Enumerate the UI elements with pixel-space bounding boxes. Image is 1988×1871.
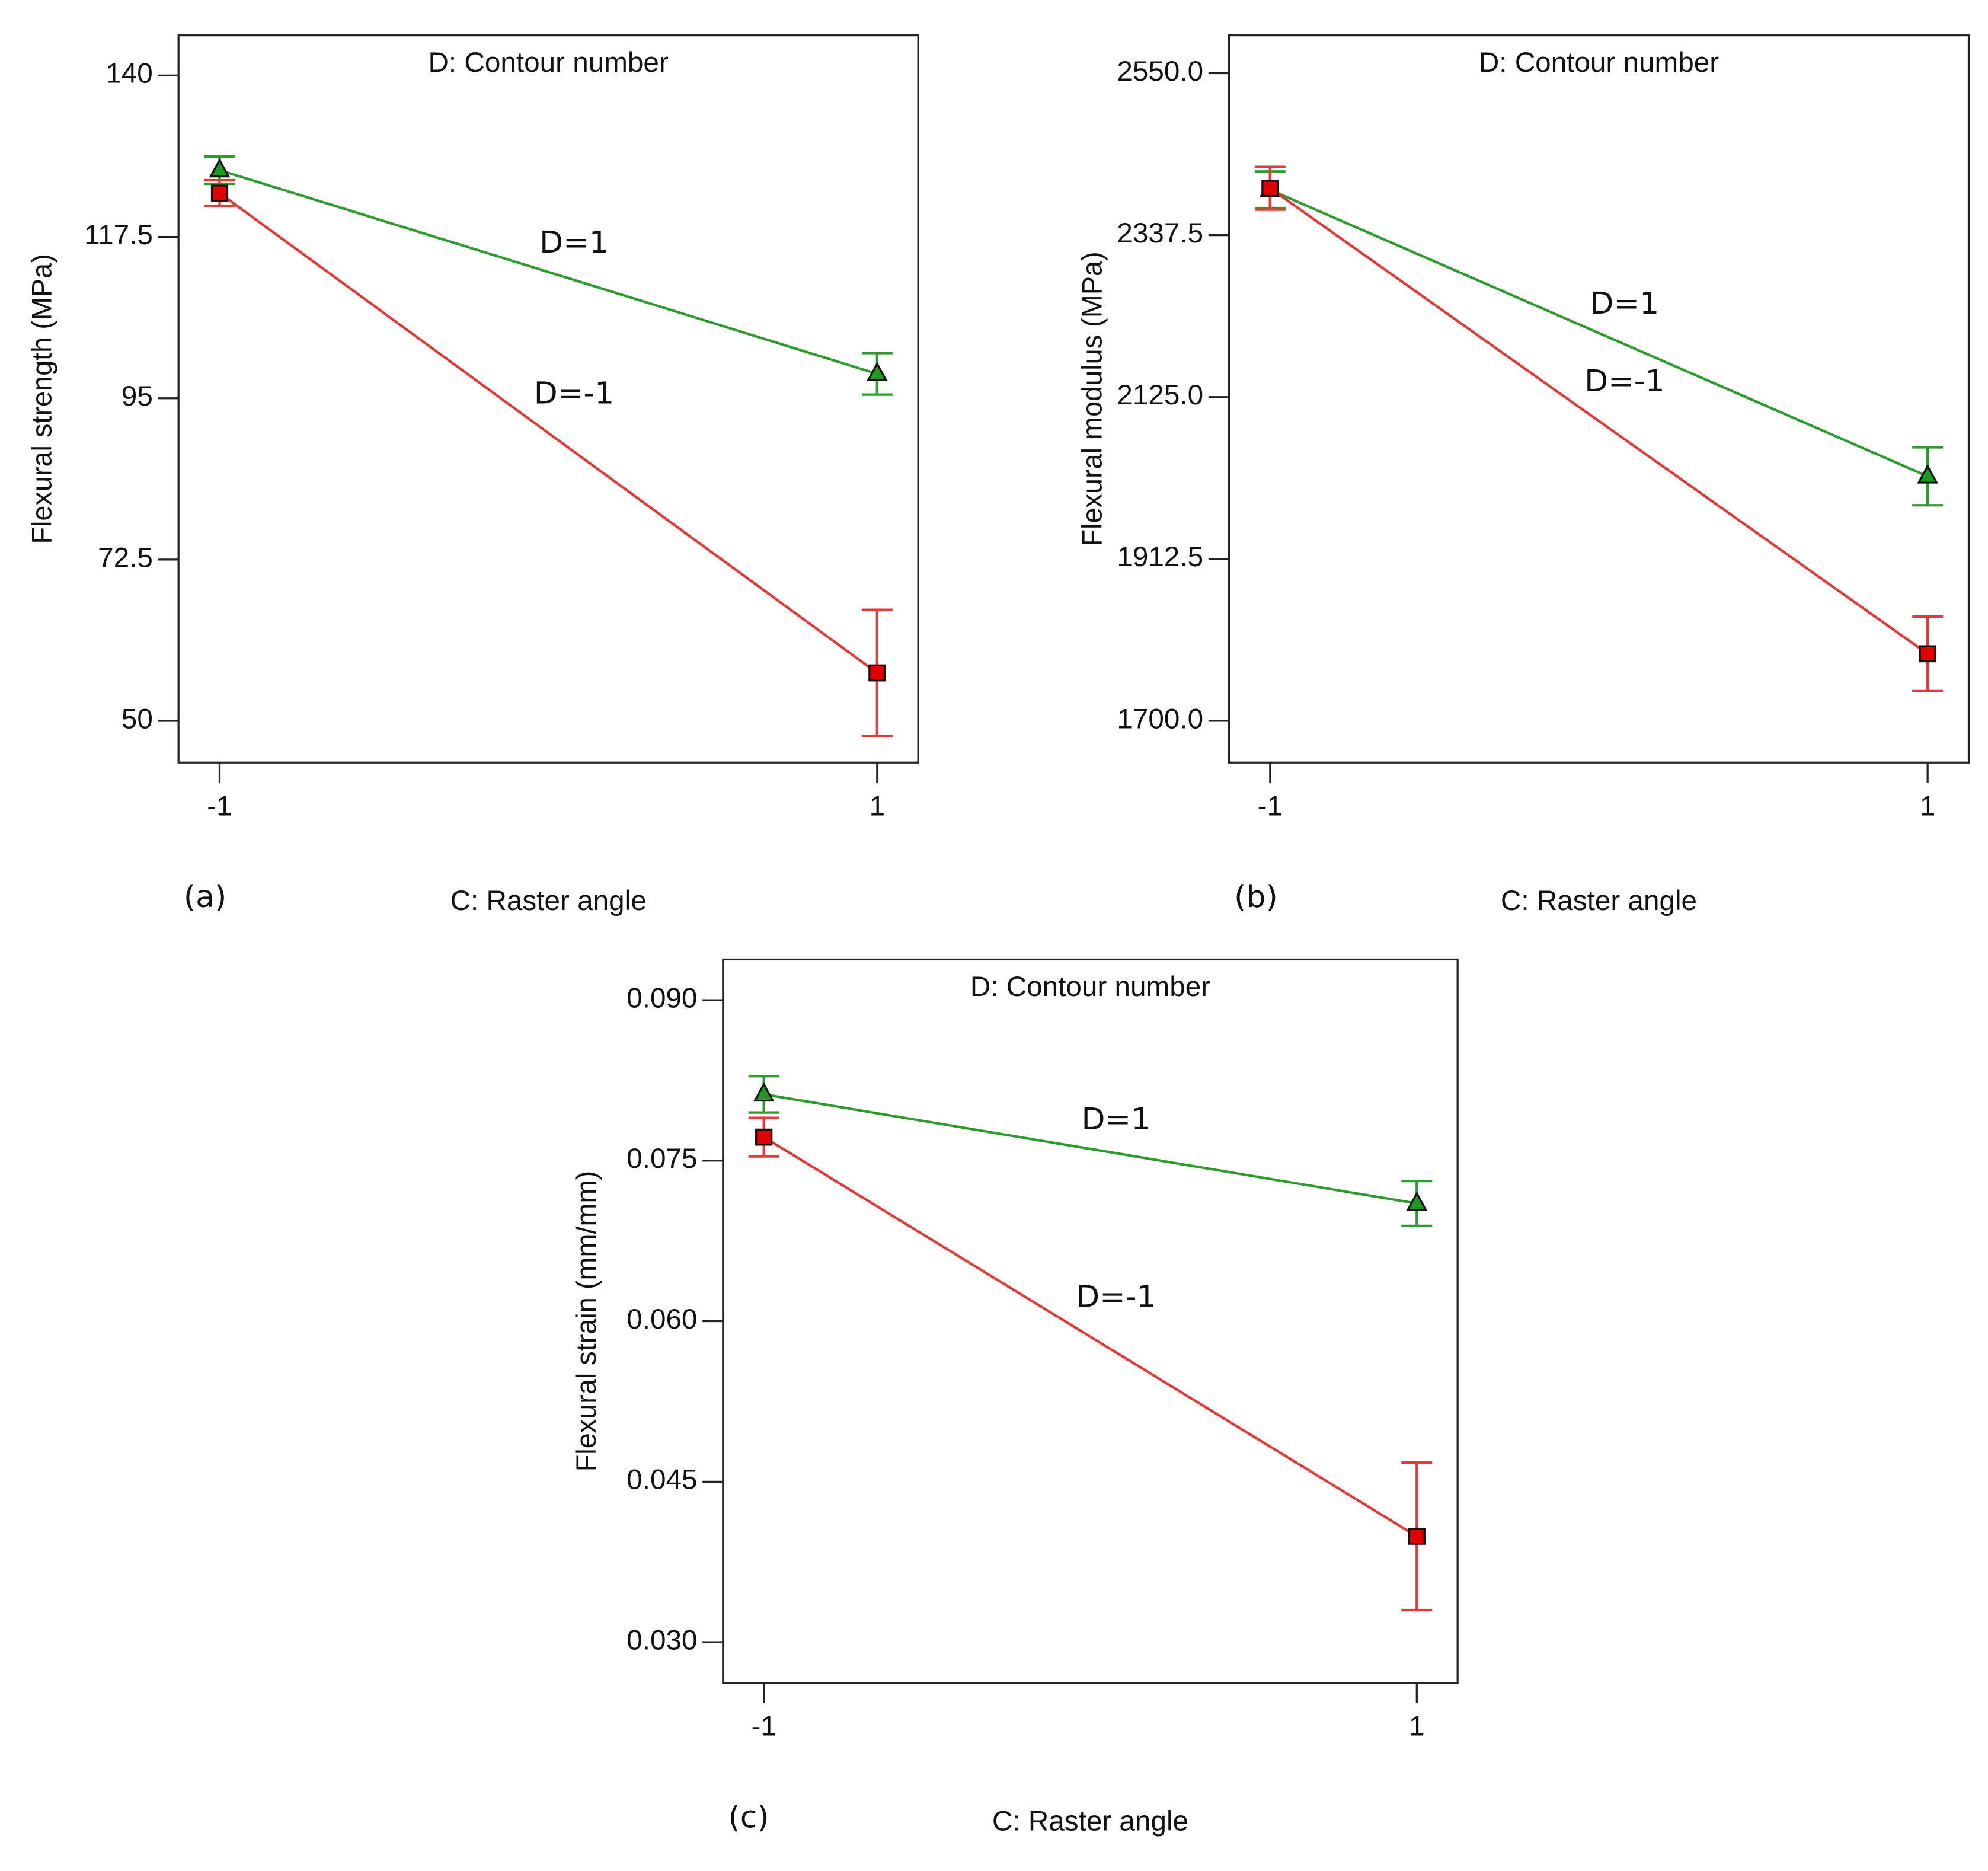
marker xyxy=(866,362,888,381)
plot-frame xyxy=(1228,34,1970,764)
panel-label: (b) xyxy=(1234,880,1278,915)
chart-title: D: Contour number xyxy=(970,971,1210,1002)
y-axis-label: Flexural modulus (MPa) xyxy=(1076,251,1108,546)
y-tick-label: 1912.5 xyxy=(1117,542,1203,573)
marker xyxy=(209,158,231,178)
x-tick-label: 1 xyxy=(1920,791,1936,822)
x-tick-label: 1 xyxy=(1409,1711,1425,1742)
y-tick-label: 0.030 xyxy=(627,1625,697,1656)
x-tick-label: 1 xyxy=(870,791,886,822)
x-axis-label: C: Raster angle xyxy=(450,885,647,917)
panel: D: Contour number C: Raster angle Flexural… xyxy=(1076,34,1970,917)
y-axis-label: Flexural strain (mm/mm) xyxy=(571,1171,602,1471)
series-line xyxy=(1269,189,1929,478)
y-tick-label: 2550.0 xyxy=(1117,56,1203,87)
series-label: D=1 xyxy=(1081,1101,1150,1136)
y-tick-label: 50 xyxy=(122,704,153,735)
y-tick-label: 0.090 xyxy=(627,983,697,1014)
x-axis-label: C: Raster angle xyxy=(992,1806,1188,1837)
y-tick-label: 0.075 xyxy=(627,1144,697,1175)
series-label: D=-1 xyxy=(1076,1279,1156,1314)
x-tick-label: -1 xyxy=(207,791,232,822)
chart-title: D: Contour number xyxy=(429,47,669,78)
panel-label: (a) xyxy=(184,880,226,915)
marker xyxy=(1261,180,1279,197)
y-tick-label: 1700.0 xyxy=(1117,704,1203,735)
marker xyxy=(755,1128,773,1146)
series-line xyxy=(219,169,878,375)
y-axis-label: Flexural strength (MPa) xyxy=(26,254,57,544)
x-tick-label: -1 xyxy=(751,1711,776,1742)
x-tick-label: -1 xyxy=(1258,791,1283,822)
y-tick-label: 0.045 xyxy=(627,1464,697,1496)
y-tick-label: 140 xyxy=(106,58,153,90)
chart-title: D: Contour number xyxy=(1479,47,1719,78)
series-line xyxy=(219,192,878,674)
panel: D: Contour number C: Raster angle Flexural… xyxy=(571,958,1459,1837)
series-line xyxy=(763,1136,1418,1538)
series-label: D=-1 xyxy=(1584,364,1664,399)
marker xyxy=(868,664,886,682)
marker xyxy=(1406,1191,1428,1211)
y-tick-label: 2337.5 xyxy=(1117,218,1203,249)
marker xyxy=(1919,645,1936,663)
series-label: D=-1 xyxy=(534,376,614,411)
y-tick-label: 95 xyxy=(122,381,153,412)
y-tick-label: 72.5 xyxy=(98,542,153,574)
x-axis-label: C: Raster angle xyxy=(1501,885,1697,917)
series-line xyxy=(763,1093,1417,1205)
series-label: D=1 xyxy=(539,225,609,260)
panel-label: (c) xyxy=(728,1800,769,1835)
marker xyxy=(753,1082,775,1102)
series-line xyxy=(1269,187,1929,655)
plot-frame xyxy=(722,958,1459,1684)
y-tick-label: 0.060 xyxy=(627,1304,697,1335)
marker xyxy=(1408,1528,1426,1545)
series-label: D=1 xyxy=(1590,286,1659,321)
panel: D: Contour number C: Raster angle Flexural… xyxy=(26,34,919,917)
y-tick-label: 2125.0 xyxy=(1117,379,1203,411)
marker xyxy=(1917,464,1939,484)
y-tick-label: 117.5 xyxy=(84,219,153,251)
marker xyxy=(210,184,229,202)
